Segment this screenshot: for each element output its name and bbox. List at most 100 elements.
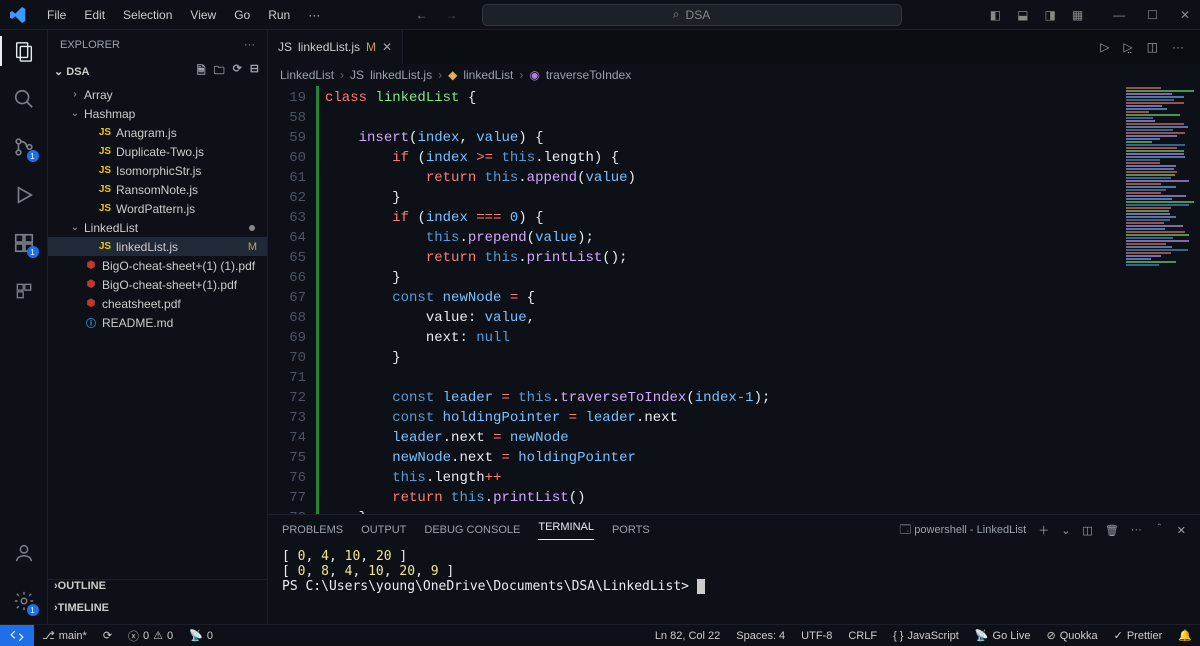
file-tree: ›Array⌄HashmapJSAnagram.jsJSDuplicate-Tw…	[48, 83, 267, 579]
panel-maximize-icon[interactable]: ＾	[1154, 522, 1165, 538]
new-folder-icon[interactable]: 🗀	[214, 62, 225, 81]
collapse-icon[interactable]: ⊟	[250, 62, 259, 81]
debug-run-icon[interactable]: ▷̤	[1123, 40, 1132, 54]
layout-left-icon[interactable]: ◧	[990, 8, 1001, 22]
terminal-trash-icon[interactable]: 🗑	[1105, 524, 1119, 537]
tree-item[interactable]: ⌄Hashmap	[48, 104, 267, 123]
panel-tab-problems[interactable]: PROBLEMS	[282, 524, 343, 536]
modified-badge: M	[248, 241, 257, 253]
nav-back-icon[interactable]: ←	[416, 8, 428, 22]
menu-file[interactable]: File	[40, 4, 73, 26]
editor-tab[interactable]: JS linkedList.js M ✕	[268, 30, 403, 64]
menu-selection[interactable]: Selection	[116, 4, 179, 26]
terminal-dropdown-icon[interactable]: ⌄	[1061, 524, 1070, 537]
vscode-logo-icon	[0, 7, 36, 23]
status-golive[interactable]: 📡 Go Live	[967, 629, 1039, 642]
tree-item[interactable]: JSlinkedList.jsM	[48, 237, 267, 256]
status-prettier[interactable]: ✓ Prettier	[1106, 629, 1171, 642]
terminal-shell-label[interactable]: 🗔 powershell - LinkedList	[899, 521, 1026, 540]
settings-badge: 1	[27, 604, 39, 616]
tree-item[interactable]: ⬢BigO-cheat-sheet+(1) (1).pdf	[48, 256, 267, 275]
tree-item[interactable]: ⬢BigO-cheat-sheet+(1).pdf	[48, 275, 267, 294]
terminal-add-icon[interactable]: ＋	[1038, 522, 1049, 538]
tree-item[interactable]: ⌄LinkedList	[48, 218, 267, 237]
settings-icon[interactable]: 1	[11, 588, 37, 614]
tree-item[interactable]: JSDuplicate-Two.js	[48, 142, 267, 161]
code-editor[interactable]: 1958596061626364656667686970717273747576…	[268, 86, 1200, 514]
menu-view[interactable]: View	[183, 4, 223, 26]
panel-tab-debug-console[interactable]: DEBUG CONSOLE	[424, 524, 520, 536]
tree-item[interactable]: JSIsomorphicStr.js	[48, 161, 267, 180]
layout-right-icon[interactable]: ◨	[1044, 8, 1055, 22]
menu-···[interactable]: ···	[301, 4, 327, 26]
minimap[interactable]	[1120, 86, 1200, 386]
explorer-icon[interactable]	[11, 38, 37, 64]
run-icon[interactable]: ▷	[1100, 40, 1109, 54]
menu-go[interactable]: Go	[227, 4, 257, 26]
window-close-icon[interactable]: ✕	[1180, 8, 1190, 22]
bottom-panel: PROBLEMS OUTPUT DEBUG CONSOLE TERMINAL PORTS…	[268, 514, 1200, 624]
status-quokka[interactable]: ⊘ Quokka	[1038, 629, 1105, 642]
git-sync[interactable]: ⟳	[95, 629, 120, 642]
window-maximize-icon[interactable]: ☐	[1147, 8, 1158, 22]
status-notifications-icon[interactable]: 🔔	[1170, 629, 1200, 642]
status-language[interactable]: { } JavaScript	[885, 629, 967, 642]
panel-tab-terminal[interactable]: TERMINAL	[538, 521, 594, 540]
chevron-down-icon[interactable]: ⌄	[54, 66, 63, 78]
source-control-icon[interactable]: 1	[11, 134, 37, 160]
root-folder-name[interactable]: DSA	[66, 66, 89, 78]
menu-edit[interactable]: Edit	[77, 4, 112, 26]
extensions-icon[interactable]: 1	[11, 230, 37, 256]
status-ports[interactable]: 📡 0	[181, 629, 221, 642]
file-icon: ⬢	[84, 260, 98, 271]
run-debug-icon[interactable]	[11, 182, 37, 208]
js-file-icon: JS	[350, 68, 364, 82]
menu-run[interactable]: Run	[261, 4, 297, 26]
tab-close-icon[interactable]: ✕	[382, 40, 392, 54]
editor-more-icon[interactable]: ···	[1172, 40, 1184, 54]
panel-tab-output[interactable]: OUTPUT	[361, 524, 406, 536]
command-center-search[interactable]: ⌕ DSA	[482, 4, 902, 26]
search-icon: ⌕	[673, 7, 680, 22]
ext-badge: 1	[27, 246, 39, 258]
remote-indicator[interactable]	[0, 625, 34, 646]
outline-section[interactable]: ›OUTLINE	[48, 580, 267, 602]
panel-tabs: PROBLEMS OUTPUT DEBUG CONSOLE TERMINAL PORTS…	[268, 515, 1200, 545]
file-icon: JS	[98, 146, 112, 157]
tab-filename: linkedList.js	[298, 40, 360, 54]
tree-item[interactable]: JSAnagram.js	[48, 123, 267, 142]
layout-bottom-icon[interactable]: ⬓	[1017, 8, 1028, 22]
tree-item[interactable]: ›Array	[48, 85, 267, 104]
refresh-icon[interactable]: ⟳	[233, 62, 242, 81]
status-spaces[interactable]: Spaces: 4	[728, 629, 793, 642]
panel-tab-ports[interactable]: PORTS	[612, 524, 650, 536]
breadcrumb[interactable]: LinkedList› JS linkedList.js› ◆ linkedLi…	[268, 64, 1200, 86]
file-icon: JS	[98, 184, 112, 195]
search-activity-icon[interactable]	[11, 86, 37, 112]
tree-item[interactable]: JSRansomNote.js	[48, 180, 267, 199]
terminal-split-icon[interactable]: ◫	[1082, 524, 1092, 537]
terminal[interactable]: [ 0, 4, 10, 20 ][ 0, 8, 4, 10, 20, 9 ]PS…	[268, 545, 1200, 624]
file-icon: JS	[98, 165, 112, 176]
method-symbol-icon: ◉	[529, 68, 539, 82]
status-cursor[interactable]: Ln 82, Col 22	[647, 629, 728, 642]
layout-customize-icon[interactable]: ▦	[1072, 8, 1083, 22]
tree-item[interactable]: ⬢cheatsheet.pdf	[48, 294, 267, 313]
tree-item[interactable]: JSWordPattern.js	[48, 199, 267, 218]
explorer-more-icon[interactable]: ···	[244, 39, 255, 51]
split-editor-icon[interactable]: ◫	[1147, 40, 1158, 54]
panel-close-icon[interactable]: ✕	[1177, 524, 1186, 537]
nav-forward-icon[interactable]: →	[446, 8, 458, 22]
window-minimize-icon[interactable]: —	[1113, 8, 1125, 22]
git-branch[interactable]: ⎇ main*	[34, 629, 95, 642]
timeline-section[interactable]: ›TIMELINE	[48, 602, 267, 624]
status-problems[interactable]: ⓧ 0 ⚠ 0	[120, 628, 181, 644]
status-encoding[interactable]: UTF-8	[793, 629, 840, 642]
panel-more-icon[interactable]: ···	[1131, 524, 1142, 536]
activity-bar: 1 1 1	[0, 30, 48, 624]
accounts-icon[interactable]	[11, 540, 37, 566]
status-eol[interactable]: CRLF	[840, 629, 885, 642]
tree-item[interactable]: ⓘREADME.md	[48, 313, 267, 332]
new-file-icon[interactable]: 🗎	[197, 62, 206, 81]
quokka-activity-icon[interactable]	[11, 278, 37, 304]
